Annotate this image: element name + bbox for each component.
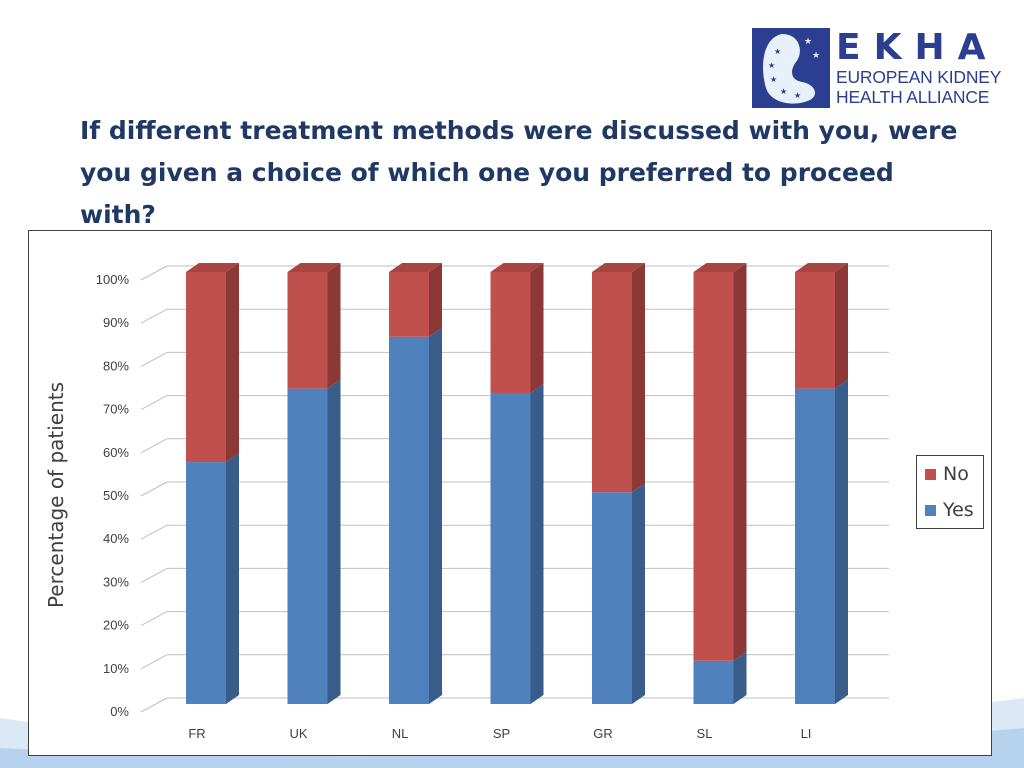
x-tick-label: LI [801,726,812,741]
x-tick-label: GR [593,726,613,741]
bar-yes-side [327,379,341,704]
gridline-diagonal [140,567,168,583]
kidney-stars-icon: ★ ★ ★ ★ ★ ★ ★ [752,28,830,108]
legend-label-no: No [943,463,969,485]
bar-top-cap [693,263,747,272]
bar-top-cap [490,263,544,272]
svg-text:★: ★ [812,51,820,61]
y-tick-label: 80% [103,358,129,373]
logo-line-2: HEALTH ALLIANCE [836,87,990,107]
svg-text:★: ★ [770,75,777,84]
bar-no-LI [795,272,835,389]
legend-label-yes: Yes [943,499,974,521]
legend-item-yes: Yes [925,498,974,522]
logo-letters: EKHA [836,27,999,68]
bar-no-side [632,263,645,493]
gridline-diagonal [140,611,168,627]
bar-no-GR [592,272,632,493]
x-tick-label: SP [493,726,510,741]
bar-yes-side [632,483,645,704]
chart-legend: No Yes [916,455,984,529]
legend-item-no: No [925,462,969,486]
x-tick-label: UK [289,726,307,741]
bar-top-cap [795,263,848,272]
y-tick-label: 30% [103,574,129,589]
bar-top-cap [186,263,239,272]
bar-top-cap [389,263,442,272]
legend-swatch-yes [925,504,936,516]
bar-top-cap [287,263,341,272]
bar-no-SP [490,272,531,393]
bar-no-SL [693,272,734,661]
bar-yes-SL [693,660,734,704]
x-tick-label: SL [697,726,713,741]
bar-no-side [327,263,341,389]
y-tick-label: 50% [103,488,129,503]
y-tick-label: 0% [110,704,129,719]
bar-yes-side [733,651,747,704]
y-tick-label: 90% [103,315,129,330]
y-axis-label: Percentage of patients [44,381,68,609]
gridline-diagonal [140,351,168,367]
bar-yes-side [429,327,442,704]
bar-no-NL [389,272,429,337]
bar-no-side [530,263,544,393]
y-tick-label: 10% [103,661,129,676]
logo-line-1: EUROPEAN KIDNEY [836,67,1002,87]
svg-text:★: ★ [768,61,775,70]
svg-text:★: ★ [804,37,812,47]
y-tick-label: 60% [103,445,129,460]
chart-frame: 0% 10% 20% 30% 40% 50% 60% 70% 80% 90% 100% FR UK NL S… [28,230,992,756]
gridline-diagonal [140,395,168,411]
gridline-diagonal [140,524,168,540]
bar-yes-FR [186,462,226,704]
y-tick-label: 100% [96,272,130,287]
bar-yes-side [226,453,239,704]
stacked-bar-chart: 0% 10% 20% 30% 40% 50% 60% 70% 80% 90% 100% FR UK NL S… [96,263,889,741]
bar-no-side [835,263,848,389]
bar-yes-UK [287,388,328,704]
bar-yes-NL [389,336,429,704]
y-tick-label: 20% [103,618,129,633]
bar-top-cap [592,263,645,272]
bar-no-side [226,263,239,463]
bar-yes-LI [795,388,835,704]
gridline-diagonal [140,308,168,324]
x-tick-label: NL [392,726,409,741]
x-tick-label: FR [188,726,205,741]
gridline-diagonal [140,265,168,281]
legend-swatch-no [925,468,936,480]
bar-no-side [733,263,747,661]
slide-title: If different treatment methods were disc… [80,116,958,229]
bar-yes-side [835,379,848,704]
bar-yes-side [530,383,544,704]
gridline-diagonal [140,697,168,713]
svg-text:★: ★ [774,47,781,56]
gridline-diagonal [140,654,168,670]
bar-yes-SP [490,392,531,704]
svg-text:★: ★ [794,91,801,100]
gridline-diagonal [140,481,168,497]
y-tick-label: 70% [103,402,129,417]
bar-no-side [429,263,442,337]
y-tick-label: 40% [103,531,129,546]
bar-no-FR [186,272,226,463]
bar-yes-GR [592,492,632,704]
bar-no-UK [287,272,328,389]
svg-text:★: ★ [780,87,787,96]
gridline-diagonal [140,438,168,454]
ekha-logo: ★ ★ ★ ★ ★ ★ ★ EKHA EUROPEAN KIDNEY HEALT… [752,28,1008,108]
